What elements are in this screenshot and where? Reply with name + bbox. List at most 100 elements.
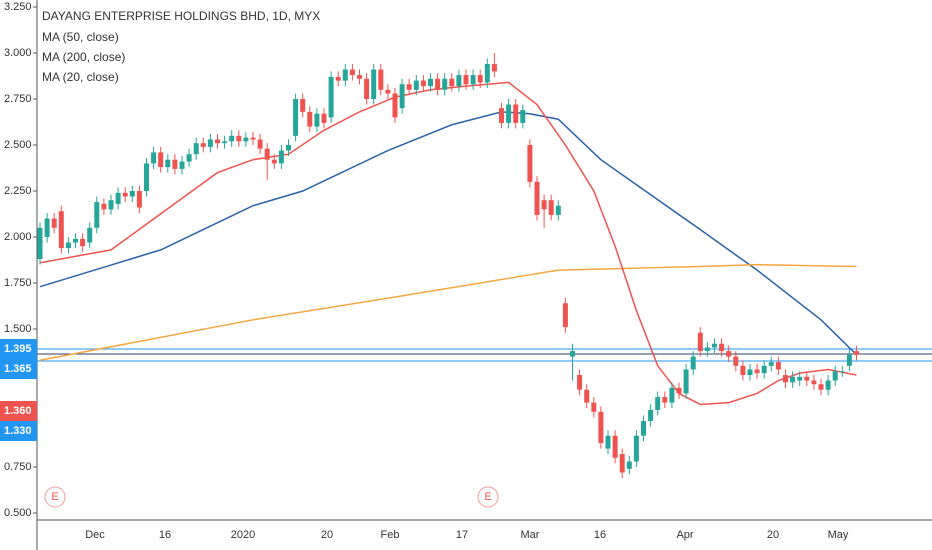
candle-body — [726, 351, 732, 357]
candle-body — [612, 435, 618, 458]
candle-body — [314, 113, 320, 127]
candle-body — [236, 135, 242, 142]
candle-body — [704, 347, 710, 352]
candle-body — [804, 376, 810, 381]
y-tick-label: 2.250 — [4, 185, 32, 197]
candle-body — [520, 110, 526, 123]
candle-body — [598, 411, 604, 444]
candle-body — [300, 98, 306, 112]
candle-body — [364, 78, 370, 99]
earnings-marker — [44, 486, 66, 508]
candle-body — [818, 384, 824, 390]
candle-body — [229, 135, 235, 142]
candle-body — [527, 144, 533, 182]
candle-body — [633, 435, 639, 462]
candle-body — [335, 76, 341, 81]
candle-body — [250, 137, 256, 140]
x-tick-label: 16 — [159, 529, 171, 541]
candle-body — [293, 98, 299, 136]
x-tick-label: Apr — [676, 529, 693, 541]
candle-body — [832, 371, 838, 381]
candle-body — [435, 78, 441, 90]
candle-body — [662, 397, 668, 403]
x-tick-label: 20 — [321, 529, 333, 541]
price-badge — [0, 401, 37, 421]
candle-body — [733, 356, 739, 366]
candle-body — [392, 93, 398, 118]
candle-body — [385, 89, 391, 94]
moving-average-line — [39, 111, 858, 356]
earnings-label: E — [484, 491, 491, 503]
candle-body — [548, 200, 554, 215]
candle-body — [278, 150, 284, 164]
candle-body — [513, 104, 519, 123]
candle-body — [349, 69, 355, 76]
legend-entry: MA (200, close) — [42, 50, 125, 64]
legend-entry: MA (50, close) — [42, 30, 119, 44]
candle-body — [584, 389, 590, 403]
candle-body — [186, 154, 192, 162]
y-tick-label: 2.000 — [4, 231, 32, 243]
candle-body — [846, 354, 852, 366]
candle-body — [641, 421, 646, 436]
x-tick-label: May — [828, 529, 849, 541]
candle-body — [328, 76, 334, 118]
x-tick-label: 17 — [456, 529, 468, 541]
candle-body — [761, 365, 767, 374]
moving-average-line — [39, 263, 857, 362]
candle-body — [94, 202, 100, 228]
candle-body — [413, 80, 419, 90]
candle-body — [87, 227, 93, 243]
candle-body — [697, 332, 703, 352]
x-tick-label: Feb — [381, 529, 400, 541]
y-tick-label: 1.500 — [4, 323, 32, 335]
candle-body — [577, 375, 583, 390]
candle-body — [683, 369, 689, 394]
candle-body — [619, 454, 625, 473]
price-badge-label: 1.360 — [4, 405, 32, 417]
price-badge-label: 1.395 — [4, 343, 32, 355]
candle-body — [179, 161, 185, 169]
candle-body — [768, 362, 774, 366]
candle-body — [406, 84, 412, 90]
candle-body — [378, 69, 384, 90]
candle-body — [115, 192, 121, 204]
candle-body — [570, 351, 575, 357]
candle-body — [442, 78, 448, 90]
candle-body — [484, 64, 490, 83]
x-tick-label: 2020 — [231, 529, 255, 541]
candle-body — [65, 242, 71, 249]
y-tick-label: 2.750 — [4, 93, 32, 105]
price-badge — [0, 339, 37, 359]
candle-body — [754, 369, 760, 374]
candle-body — [648, 409, 654, 422]
candle-body — [144, 163, 149, 191]
candle-body — [740, 365, 746, 376]
candle-body — [825, 380, 831, 390]
candle-body — [811, 380, 817, 385]
price-badge — [0, 359, 37, 379]
candle-body — [626, 461, 632, 469]
candle-body — [342, 69, 348, 81]
candle-body — [193, 143, 199, 155]
candle-body — [307, 111, 313, 127]
candle-body — [151, 152, 157, 164]
candle-body — [257, 139, 263, 149]
candle-body — [463, 75, 469, 85]
candle-body — [839, 371, 845, 373]
price-badge — [0, 421, 37, 441]
candle-body — [534, 181, 540, 215]
moving-average-line — [39, 81, 857, 406]
candle-body — [775, 362, 781, 370]
candle-body — [37, 227, 43, 260]
candle-body — [676, 387, 682, 394]
candle-body — [321, 113, 327, 123]
earnings-label: E — [51, 491, 58, 503]
candle-body — [44, 218, 50, 237]
candle-body — [491, 64, 497, 72]
candle-body — [222, 141, 228, 144]
y-tick-label: 2.500 — [4, 139, 32, 151]
price-badge-label: 1.330 — [4, 425, 32, 437]
y-tick-label: 0.750 — [4, 461, 32, 473]
